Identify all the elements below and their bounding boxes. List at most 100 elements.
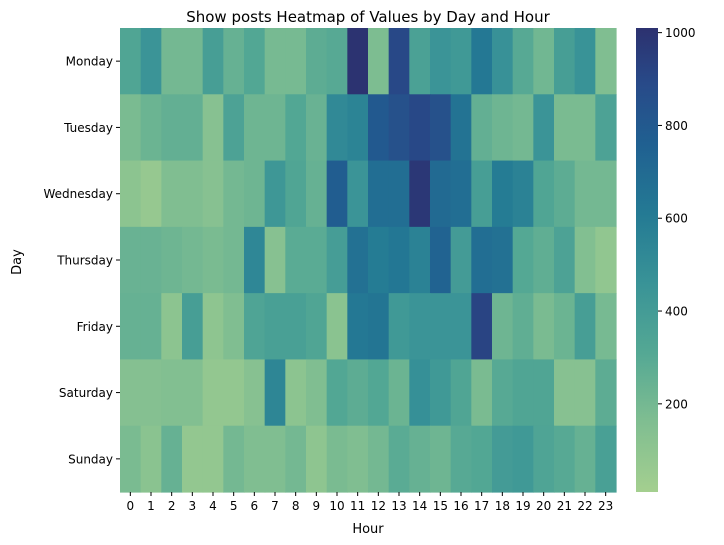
heatmap-cell bbox=[140, 293, 162, 361]
heatmap-cell bbox=[140, 226, 162, 294]
heatmap-cell bbox=[471, 160, 493, 228]
heatmap-cell bbox=[388, 226, 410, 294]
heatmap-cell bbox=[202, 94, 224, 162]
heatmap-cell bbox=[409, 94, 431, 162]
heatmap-cell bbox=[285, 226, 307, 294]
colorbar-tick-label: 400 bbox=[665, 305, 688, 319]
heatmap-cell bbox=[554, 160, 576, 228]
heatmap-cell bbox=[492, 226, 514, 294]
heatmap-cell bbox=[388, 359, 410, 427]
heatmap-cell bbox=[161, 425, 183, 493]
heatmap-cell bbox=[492, 293, 514, 361]
heatmap-cell bbox=[430, 28, 452, 95]
x-tick-label: 15 bbox=[433, 499, 448, 513]
heatmap-cell bbox=[182, 94, 204, 162]
heatmap-cell bbox=[326, 425, 348, 493]
heatmap-cell bbox=[140, 160, 162, 228]
heatmap-cell bbox=[306, 28, 328, 95]
heatmap-cell bbox=[512, 359, 534, 427]
heatmap-cell bbox=[492, 160, 514, 228]
heatmap-cell bbox=[368, 425, 390, 493]
heatmap-cell bbox=[161, 293, 183, 361]
heatmap-cell bbox=[161, 160, 183, 228]
heatmap-cell bbox=[471, 28, 493, 95]
colorbar-tick-label: 600 bbox=[665, 212, 688, 226]
heatmap-cell bbox=[285, 28, 307, 95]
heatmap-cell bbox=[244, 94, 266, 162]
heatmap-cell bbox=[595, 160, 617, 228]
heatmap-cell bbox=[368, 160, 390, 228]
heatmap-cell bbox=[120, 94, 142, 162]
heatmap-cell bbox=[450, 359, 472, 427]
heatmap-cell bbox=[223, 359, 245, 427]
heatmap-cell bbox=[430, 359, 452, 427]
heatmap-cell bbox=[430, 425, 452, 493]
heatmap-cell bbox=[554, 293, 576, 361]
heatmap-cell bbox=[306, 94, 328, 162]
heatmap-cell bbox=[409, 160, 431, 228]
x-tick-label: 9 bbox=[313, 499, 321, 513]
heatmap-cell bbox=[264, 226, 286, 294]
heatmap-cell bbox=[244, 28, 266, 95]
heatmap-cell bbox=[326, 28, 348, 95]
heatmap-cell bbox=[533, 425, 555, 493]
heatmap-cell bbox=[533, 293, 555, 361]
heatmap-cell bbox=[326, 359, 348, 427]
heatmap-cell bbox=[595, 293, 617, 361]
heatmap-cell bbox=[512, 226, 534, 294]
x-tick-label: 10 bbox=[329, 499, 344, 513]
heatmap-cell bbox=[368, 28, 390, 95]
heatmap-cell bbox=[326, 94, 348, 162]
heatmap-cell bbox=[574, 359, 596, 427]
heatmap-cell bbox=[533, 28, 555, 95]
heatmap-cell bbox=[512, 293, 534, 361]
heatmap-cell bbox=[492, 425, 514, 493]
x-tick-label: 23 bbox=[598, 499, 613, 513]
heatmap-cell bbox=[347, 28, 369, 95]
heatmap-cell bbox=[264, 359, 286, 427]
heatmap-cell bbox=[306, 293, 328, 361]
heatmap-cell bbox=[554, 28, 576, 95]
heatmap-cell bbox=[223, 293, 245, 361]
x-tick-label: 18 bbox=[495, 499, 510, 513]
heatmap-cell bbox=[202, 226, 224, 294]
heatmap-cell bbox=[574, 28, 596, 95]
heatmap-cell bbox=[347, 293, 369, 361]
heatmap-cell bbox=[223, 28, 245, 95]
heatmap-cell bbox=[471, 94, 493, 162]
x-tick-label: 8 bbox=[292, 499, 300, 513]
heatmap-cell bbox=[554, 226, 576, 294]
heatmap-cell bbox=[244, 425, 266, 493]
heatmap-cell bbox=[409, 359, 431, 427]
heatmap-cell bbox=[264, 425, 286, 493]
x-tick-label: 22 bbox=[577, 499, 592, 513]
heatmap-cell bbox=[347, 94, 369, 162]
heatmap-cell bbox=[223, 160, 245, 228]
heatmap-cell bbox=[202, 293, 224, 361]
heatmap-cell bbox=[512, 425, 534, 493]
x-tick-label: 6 bbox=[251, 499, 259, 513]
heatmap-cell bbox=[512, 160, 534, 228]
x-axis-ticks: 0 1 2 3 4 5 6 7 8 9 10 11 12 13 14 15 16 17 18 19 20 21 22 23 bbox=[127, 492, 613, 513]
colorbar-gradient bbox=[636, 28, 658, 492]
heatmap-cell bbox=[430, 226, 452, 294]
heatmap-cell bbox=[120, 226, 142, 294]
heatmap-cell bbox=[161, 28, 183, 95]
heatmap-cell bbox=[554, 359, 576, 427]
heatmap-cell bbox=[264, 94, 286, 162]
y-tick-label: Sunday bbox=[68, 452, 113, 466]
heatmap-cell bbox=[388, 94, 410, 162]
x-tick-label: 4 bbox=[209, 499, 217, 513]
x-tick-label: 16 bbox=[453, 499, 468, 513]
heatmap-cell bbox=[554, 94, 576, 162]
heatmap-cell bbox=[430, 94, 452, 162]
colorbar-tick-label: 200 bbox=[665, 397, 688, 411]
heatmap-cell bbox=[161, 226, 183, 294]
heatmap-cell bbox=[306, 359, 328, 427]
heatmap-cell bbox=[595, 359, 617, 427]
heatmap-cell bbox=[285, 425, 307, 493]
heatmap-cell bbox=[471, 293, 493, 361]
heatmap-cell bbox=[264, 293, 286, 361]
heatmap-cell bbox=[492, 28, 514, 95]
heatmap-cell bbox=[244, 359, 266, 427]
